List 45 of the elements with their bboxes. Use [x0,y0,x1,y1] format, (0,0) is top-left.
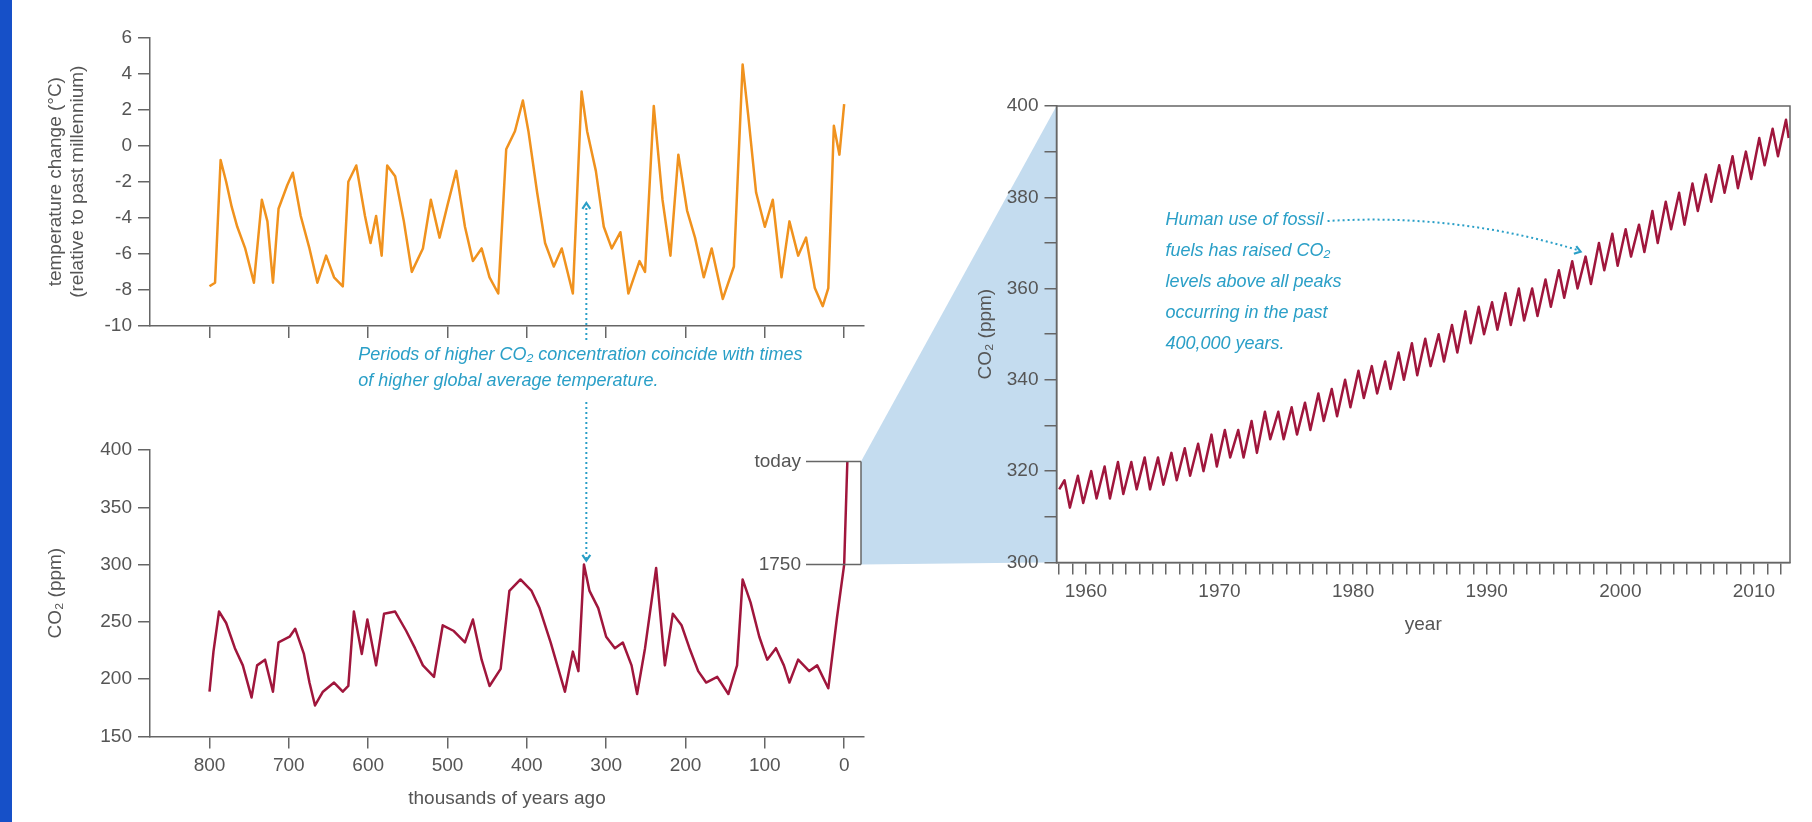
x-tick-label: 200 [669,754,702,776]
annotation: 1750 [758,552,801,574]
x-tick-label: 1960 [1064,580,1108,602]
x-axis-title: year [1404,612,1443,634]
y-tick-label: -2 [115,169,132,191]
annotation: Periods of higher CO₂ concentration coincide with times of higher global average temperature. [358,344,803,390]
y-tick-label: 380 [1006,185,1039,207]
x-tick-label: 700 [272,754,305,776]
x-tick-label: 1980 [1331,580,1375,602]
annotation: Human use of fossil fuels has raised CO₂ levels above all peaks occurring in the past 400,000 years. [1165,209,1342,353]
y-axis-title: CO₂ (ppm) [973,288,995,380]
x-tick-label: 500 [431,754,464,776]
y-tick-label: 350 [100,495,132,517]
y-tick-label: 200 [100,667,132,689]
y-tick-label: 400 [100,438,132,460]
y-tick-label: 2 [121,97,132,119]
y-axis-title: CO₂ (ppm) [43,547,65,639]
y-tick-label: 250 [100,610,132,632]
x-tick-label: 1990 [1465,580,1508,602]
y-tick-label: 300 [100,552,132,574]
y-tick-label: 0 [121,133,132,155]
y-tick-label: 4 [121,61,133,83]
y-tick-label: 300 [1006,550,1039,572]
y-tick-label: 340 [1006,368,1039,390]
y-tick-label: -4 [115,206,133,228]
x-tick-label: 1970 [1198,580,1241,602]
y-tick-label: 320 [1006,459,1039,481]
y-tick-label: -6 [115,242,132,264]
y-tick-label: 400 [1006,94,1039,116]
x-tick-label: 2000 [1599,580,1642,602]
annotation: today [754,449,802,471]
x-tick-label: 800 [193,754,226,776]
x-tick-label: 2010 [1732,580,1776,602]
y-tick-label: 6 [121,25,132,47]
y-tick-label: 150 [100,724,132,746]
x-tick-label: 100 [748,754,781,776]
y-tick-label: -10 [104,314,132,336]
y-tick-label: -8 [115,278,132,300]
y-tick-label: 360 [1006,276,1039,298]
x-tick-label: 300 [590,754,623,776]
x-axis-title: thousands of years ago [408,786,606,808]
x-tick-label: 0 [838,754,850,776]
y-axis-title: temperature change (°C) (relative to past millennium) [43,65,88,298]
x-tick-label: 400 [510,754,543,776]
x-tick-label: 600 [352,754,385,776]
